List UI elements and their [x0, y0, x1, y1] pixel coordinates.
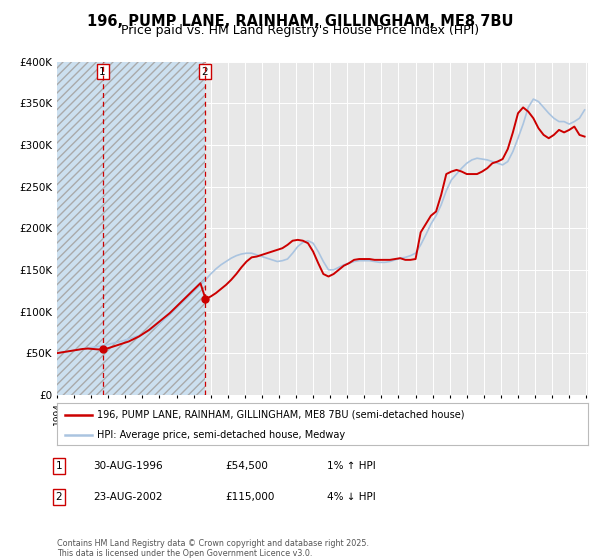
Text: Contains HM Land Registry data © Crown copyright and database right 2025.
This d: Contains HM Land Registry data © Crown c…: [57, 539, 369, 558]
Text: 1: 1: [99, 67, 106, 77]
Text: 23-AUG-2002: 23-AUG-2002: [93, 492, 163, 502]
Text: 4% ↓ HPI: 4% ↓ HPI: [327, 492, 376, 502]
Bar: [57, 62, 103, 395]
Text: 2: 2: [202, 67, 208, 77]
Text: 30-AUG-1996: 30-AUG-1996: [93, 461, 163, 471]
Bar: [103, 62, 205, 395]
Text: 196, PUMP LANE, RAINHAM, GILLINGHAM, ME8 7BU: 196, PUMP LANE, RAINHAM, GILLINGHAM, ME8…: [87, 14, 513, 29]
Text: £115,000: £115,000: [225, 492, 274, 502]
Text: 1% ↑ HPI: 1% ↑ HPI: [327, 461, 376, 471]
Bar: [103, 62, 205, 395]
Bar: [57, 62, 103, 395]
Text: 2: 2: [55, 492, 62, 502]
Text: 1: 1: [55, 461, 62, 471]
Text: HPI: Average price, semi-detached house, Medway: HPI: Average price, semi-detached house,…: [97, 430, 345, 440]
Text: 196, PUMP LANE, RAINHAM, GILLINGHAM, ME8 7BU (semi-detached house): 196, PUMP LANE, RAINHAM, GILLINGHAM, ME8…: [97, 410, 464, 420]
Text: Price paid vs. HM Land Registry's House Price Index (HPI): Price paid vs. HM Land Registry's House …: [121, 24, 479, 36]
Text: £54,500: £54,500: [225, 461, 268, 471]
